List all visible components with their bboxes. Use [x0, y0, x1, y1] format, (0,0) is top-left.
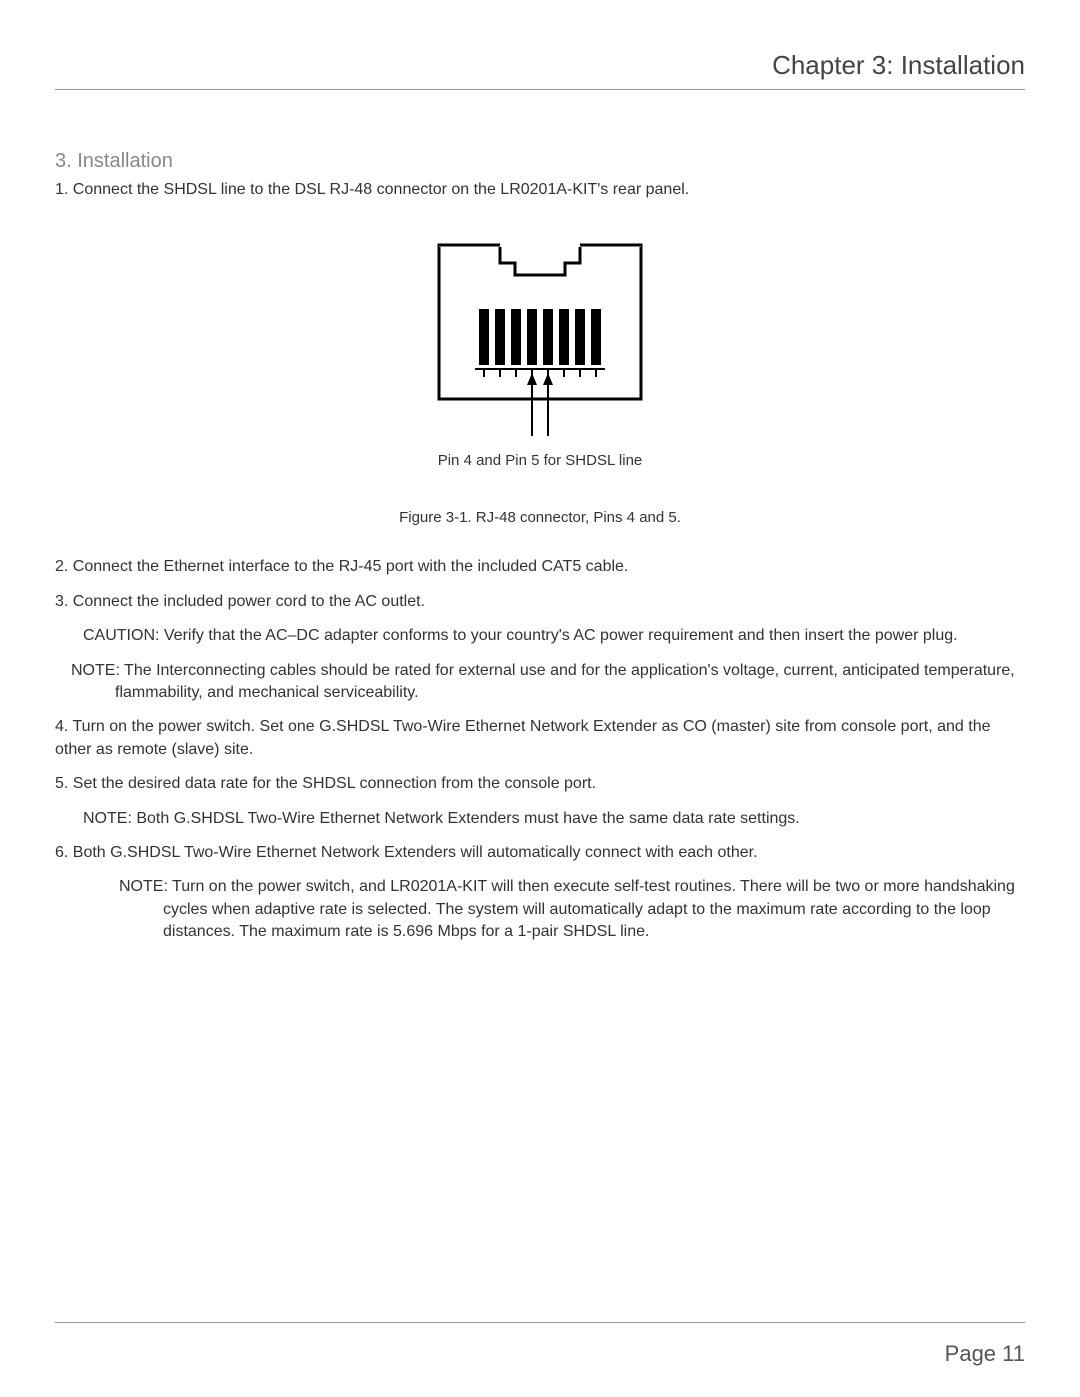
- step-3: 3. Connect the included power cord to th…: [55, 591, 1025, 613]
- figure-caption: Figure 3-1. RJ-48 connector, Pins 4 and …: [55, 509, 1025, 526]
- step-5: 5. Set the desired data rate for the SHD…: [55, 773, 1025, 795]
- figure-block: Pin 4 and Pin 5 for SHDSL line Figure 3-…: [55, 241, 1025, 526]
- rj48-connector-diagram: [435, 241, 645, 441]
- step-6: 6. Both G.SHDSL Two-Wire Ethernet Networ…: [55, 842, 1025, 864]
- step-3-caution: CAUTION: Verify that the AC–DC adapter c…: [55, 625, 1025, 647]
- page-footer: Page 11: [55, 1322, 1025, 1367]
- step-6-note: NOTE: Turn on the power switch, and LR02…: [55, 876, 1025, 943]
- step-1: 1. Connect the SHDSL line to the DSL RJ-…: [55, 179, 1025, 201]
- step-5-note: NOTE: Both G.SHDSL Two-Wire Ethernet Net…: [55, 808, 1025, 830]
- section-title: 3. Installation: [55, 150, 1025, 173]
- figure-pin-label: Pin 4 and Pin 5 for SHDSL line: [55, 452, 1025, 469]
- pins-group: [479, 309, 601, 365]
- chapter-header: Chapter 3: Installation: [55, 50, 1025, 90]
- step-4: 4. Turn on the power switch. Set one G.S…: [55, 716, 1025, 761]
- step-2: 2. Connect the Ethernet interface to the…: [55, 556, 1025, 578]
- step-3-note: NOTE: The Interconnecting cables should …: [55, 660, 1025, 705]
